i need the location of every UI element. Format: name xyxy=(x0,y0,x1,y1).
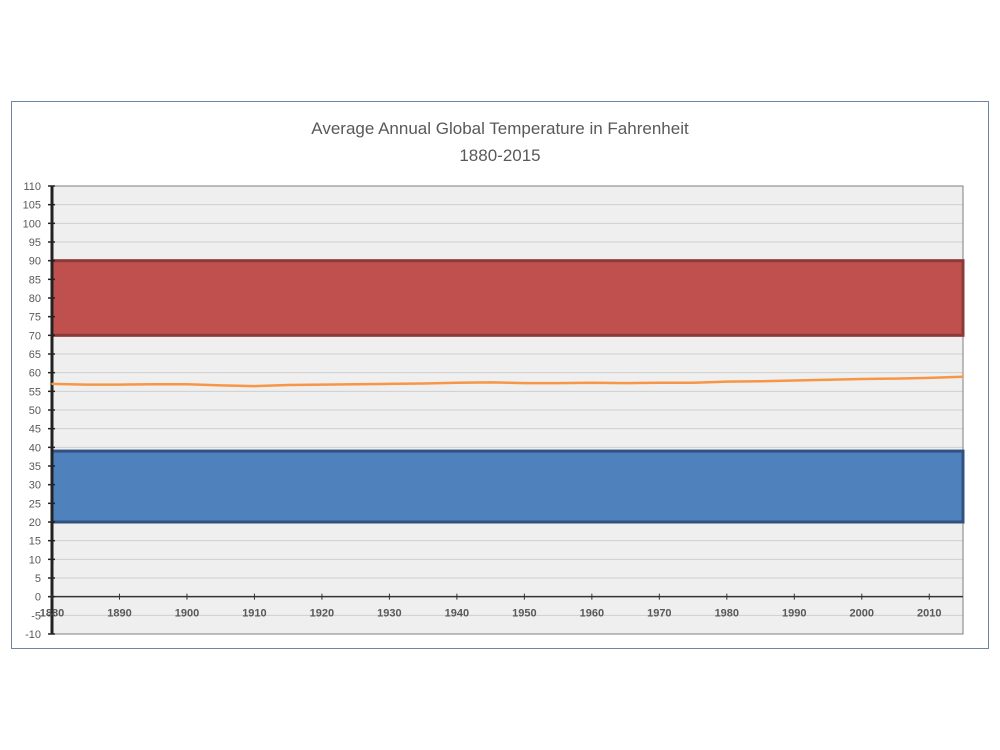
y-tick-label-5: 5 xyxy=(35,573,41,585)
data-point-1910 xyxy=(253,385,256,388)
data-point-1985 xyxy=(759,380,762,383)
data-point-1940 xyxy=(455,381,458,384)
y-tick-label-10: 10 xyxy=(29,554,41,566)
y-tick-label-45: 45 xyxy=(29,424,41,436)
data-point-1925 xyxy=(354,383,357,386)
x-tick-label-1930: 1930 xyxy=(377,608,401,620)
y-tick-label-105: 105 xyxy=(23,200,41,212)
data-point-2010 xyxy=(928,376,931,379)
x-tick-label-1910: 1910 xyxy=(242,608,266,620)
y-tick-label-25: 25 xyxy=(29,498,41,510)
data-point-1890 xyxy=(118,383,121,386)
x-tick-label-1980: 1980 xyxy=(715,608,739,620)
y-tick-label-85: 85 xyxy=(29,274,41,286)
data-point-1950 xyxy=(523,382,526,385)
x-tick-label-1950: 1950 xyxy=(512,608,536,620)
y-tick-label-65: 65 xyxy=(29,349,41,361)
data-point-2000 xyxy=(860,378,863,380)
data-point-1880 xyxy=(51,382,53,385)
x-tick-label-1940: 1940 xyxy=(445,608,469,620)
data-point-1990 xyxy=(793,379,796,382)
y-tick-label-60: 60 xyxy=(29,368,41,380)
data-point-1965 xyxy=(624,382,627,385)
x-tick-label-2010: 2010 xyxy=(917,608,941,620)
data-point-1935 xyxy=(422,382,425,385)
chart-subtitle: 1880-2015 xyxy=(459,146,541,165)
band-1 xyxy=(50,449,965,524)
y-tick-label-15: 15 xyxy=(29,536,41,548)
data-point-1960 xyxy=(590,381,593,384)
band-0 xyxy=(50,259,965,337)
y-tick-label-55: 55 xyxy=(29,386,41,398)
data-point-1920 xyxy=(321,383,323,386)
y-tick-label-20: 20 xyxy=(29,517,41,529)
y-tick-label-0: 0 xyxy=(35,592,41,604)
x-tick-label-1920: 1920 xyxy=(310,608,334,620)
data-point-1970 xyxy=(658,381,661,384)
data-point-2005 xyxy=(894,377,897,380)
y-tick-label-70: 70 xyxy=(29,330,41,342)
data-point-1905 xyxy=(219,384,222,387)
y-tick-label-90: 90 xyxy=(29,256,41,268)
y-tick-label-35: 35 xyxy=(29,461,41,473)
data-point-1915 xyxy=(287,384,290,386)
y-tick-label-40: 40 xyxy=(29,442,41,454)
x-tick-label-1890: 1890 xyxy=(107,608,131,620)
data-point-1975 xyxy=(692,381,694,384)
data-point-1995 xyxy=(827,378,829,381)
x-tick-label-1960: 1960 xyxy=(580,608,604,620)
x-tick-label-1970: 1970 xyxy=(647,608,671,620)
x-tick-label-2000: 2000 xyxy=(850,608,874,620)
chart-title: Average Annual Global Temperature in Fah… xyxy=(311,119,689,138)
y-tick-label-80: 80 xyxy=(29,293,41,305)
data-point-1895 xyxy=(152,383,155,386)
y-tick-label--10: -10 xyxy=(25,629,41,641)
y-tick-label-75: 75 xyxy=(29,312,41,324)
data-point-1980 xyxy=(725,380,728,383)
chart-title-block: Average Annual Global Temperature in Fah… xyxy=(0,115,1000,169)
series-line-0 xyxy=(51,375,964,388)
x-tick-label-1990: 1990 xyxy=(782,608,806,620)
data-point-1945 xyxy=(489,381,492,384)
y-tick-label-30: 30 xyxy=(29,480,41,492)
data-point-1930 xyxy=(388,382,391,385)
data-point-1885 xyxy=(84,383,87,386)
data-point-2015 xyxy=(962,375,964,378)
data-point-1955 xyxy=(557,382,560,385)
y-tick-label--5: -5 xyxy=(31,610,41,622)
x-tick-label-1880: 1880 xyxy=(40,608,64,620)
y-tick-label-100: 100 xyxy=(23,218,41,230)
y-tick-label-110: 110 xyxy=(23,181,41,193)
y-tick-label-95: 95 xyxy=(29,237,41,249)
x-tick-label-1900: 1900 xyxy=(175,608,199,620)
data-point-1900 xyxy=(186,383,188,386)
y-tick-label-50: 50 xyxy=(29,405,41,417)
